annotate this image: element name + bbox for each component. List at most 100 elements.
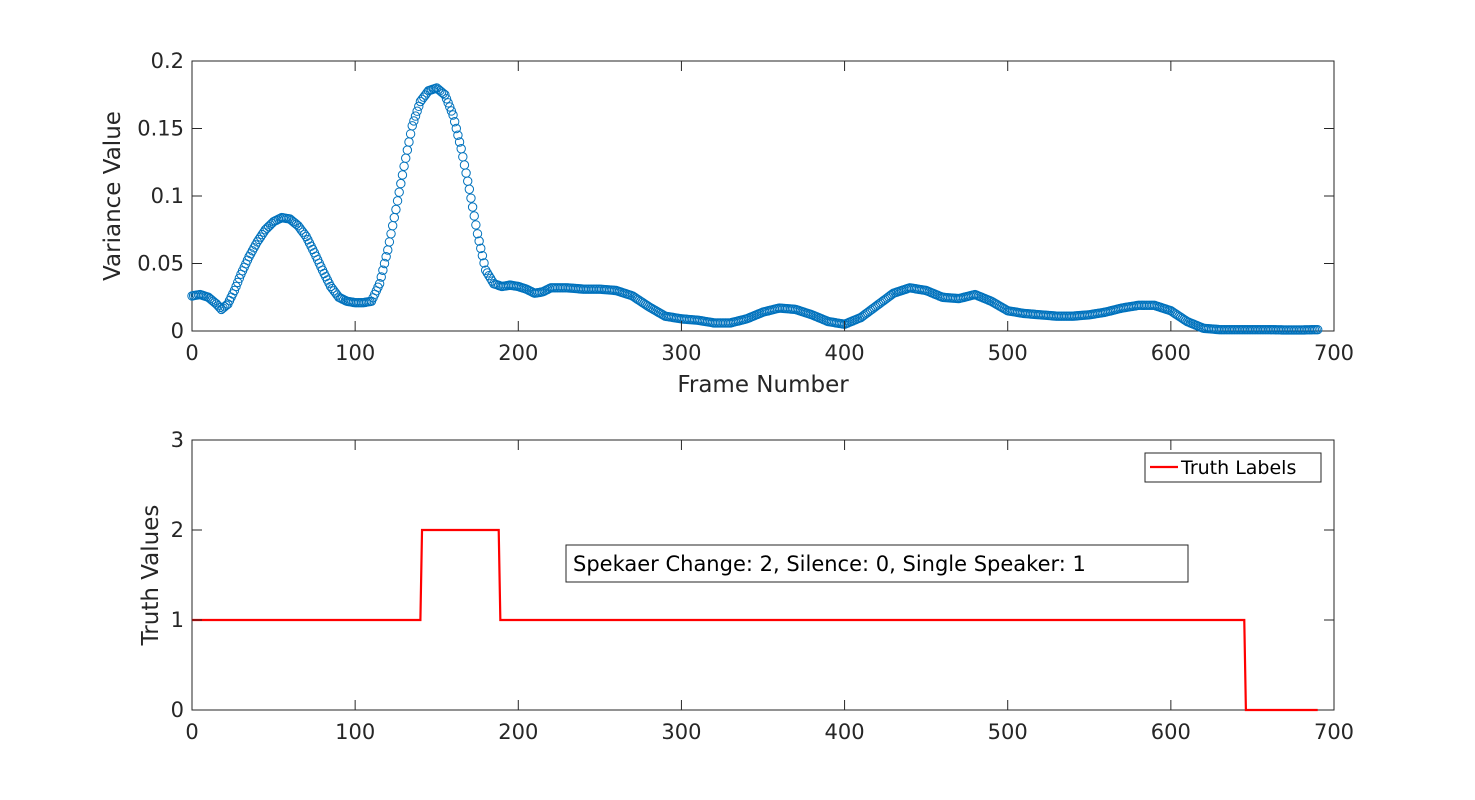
variance-point bbox=[441, 94, 452, 104]
variance-point bbox=[221, 300, 231, 311]
variance-point bbox=[263, 221, 274, 232]
variance-point bbox=[412, 106, 422, 116]
variance-point bbox=[378, 265, 388, 275]
truth-y-ticks: 0 1 2 3 bbox=[171, 428, 1334, 722]
variance-point bbox=[1171, 309, 1181, 319]
variance-point bbox=[255, 232, 266, 242]
variance-point bbox=[484, 270, 494, 281]
variance-point bbox=[865, 305, 876, 315]
variance-y-ticks: 0 0.05 0.1 0.15 0.2 bbox=[137, 49, 1334, 343]
truth-xtick-label: 300 bbox=[661, 720, 701, 744]
variance-point bbox=[864, 306, 874, 317]
variance-point bbox=[410, 111, 421, 121]
variance-point bbox=[472, 229, 483, 239]
variance-point bbox=[482, 268, 492, 278]
variance-point bbox=[453, 130, 463, 140]
variance-point bbox=[485, 273, 496, 284]
variance-point bbox=[407, 121, 417, 131]
variance-xtick-label: 700 bbox=[1314, 341, 1354, 365]
variance-point bbox=[639, 298, 649, 309]
variance-point bbox=[231, 281, 241, 292]
annotation-text: Spekaer Change: 2, Silence: 0, Single Sp… bbox=[573, 552, 1086, 576]
variance-xtick-label: 100 bbox=[335, 341, 375, 365]
annotation: Spekaer Change: 2, Silence: 0, Single Sp… bbox=[565, 544, 1189, 583]
legend: Truth Labels bbox=[1144, 452, 1322, 483]
variance-point bbox=[862, 307, 873, 318]
variance-point bbox=[474, 236, 484, 246]
variance-point bbox=[381, 252, 391, 262]
variance-point bbox=[397, 170, 408, 180]
truth-subplot: 0 100 200 300 400 500 600 700 0 1 2 3 Truth Values… bbox=[138, 428, 1354, 744]
variance-point bbox=[229, 285, 240, 296]
variance-point bbox=[879, 295, 889, 306]
variance-point bbox=[451, 123, 461, 134]
variance-point bbox=[480, 265, 491, 275]
variance-point bbox=[379, 258, 390, 269]
variance-ytick-label: 0.1 bbox=[151, 184, 184, 208]
variance-point bbox=[635, 296, 646, 306]
variance-ytick-label: 0.05 bbox=[137, 252, 184, 276]
variance-plot-area bbox=[191, 60, 1335, 332]
variance-point bbox=[391, 204, 401, 215]
variance-point bbox=[257, 229, 267, 240]
variance-point bbox=[443, 98, 453, 108]
variance-point bbox=[376, 272, 386, 282]
variance-point bbox=[476, 243, 486, 254]
variance-point bbox=[219, 302, 230, 312]
variance-point bbox=[262, 223, 272, 233]
variance-point bbox=[232, 277, 243, 288]
variance-point bbox=[1169, 308, 1179, 318]
truth-xtick-label: 100 bbox=[335, 720, 375, 744]
variance-xtick-label: 600 bbox=[1151, 341, 1191, 365]
variance-point bbox=[409, 116, 419, 126]
truth-ytick-label: 3 bbox=[171, 428, 184, 452]
truth-y-axis-title: Truth Values bbox=[138, 505, 164, 647]
variance-point bbox=[445, 102, 455, 112]
truth-xtick-label: 200 bbox=[498, 720, 538, 744]
variance-point bbox=[856, 312, 866, 323]
truth-xtick-label: 500 bbox=[988, 720, 1028, 744]
variance-point bbox=[631, 293, 641, 303]
variance-point bbox=[449, 117, 460, 127]
variance-ytick-label: 0.15 bbox=[137, 117, 184, 141]
variance-point bbox=[857, 311, 868, 321]
variance-xtick-label: 0 bbox=[185, 341, 198, 365]
variance-point bbox=[859, 310, 869, 320]
variance-ytick-label: 0 bbox=[171, 319, 184, 343]
variance-point bbox=[446, 106, 457, 116]
variance-x-ticks: 0 100 200 300 400 500 600 700 bbox=[185, 61, 1354, 365]
variance-point bbox=[874, 299, 884, 309]
variance-point bbox=[629, 292, 639, 302]
variance-point bbox=[870, 301, 881, 312]
variance-point bbox=[436, 87, 447, 97]
variance-point bbox=[882, 293, 892, 303]
variance-point bbox=[469, 211, 479, 221]
truth-xtick-label: 600 bbox=[1151, 720, 1191, 744]
variance-point bbox=[471, 220, 481, 230]
annotation-box bbox=[565, 544, 1189, 583]
variance-y-axis-title: Variance Value bbox=[100, 111, 126, 281]
variance-point bbox=[252, 237, 262, 247]
variance-point bbox=[440, 90, 450, 100]
legend-label-truth-labels: Truth Labels bbox=[1180, 457, 1296, 479]
variance-point bbox=[627, 291, 638, 301]
variance-point bbox=[290, 218, 300, 228]
variance-point bbox=[438, 88, 448, 99]
truth-labels-line bbox=[192, 528, 1318, 712]
variance-point bbox=[1175, 312, 1186, 322]
variance-point bbox=[1172, 310, 1183, 320]
variance-point bbox=[392, 196, 403, 206]
variance-point bbox=[1167, 307, 1178, 317]
variance-x-axis-title: Frame Number bbox=[677, 372, 849, 398]
variance-points bbox=[187, 83, 1323, 335]
variance-point bbox=[883, 292, 894, 302]
variance-point bbox=[396, 178, 406, 189]
variance-point bbox=[466, 193, 476, 203]
variance-point bbox=[291, 219, 302, 230]
variance-point bbox=[634, 295, 644, 305]
variance-point bbox=[299, 229, 310, 240]
variance-point bbox=[479, 258, 489, 268]
variance-xtick-label: 200 bbox=[498, 341, 538, 365]
variance-point bbox=[869, 303, 879, 313]
